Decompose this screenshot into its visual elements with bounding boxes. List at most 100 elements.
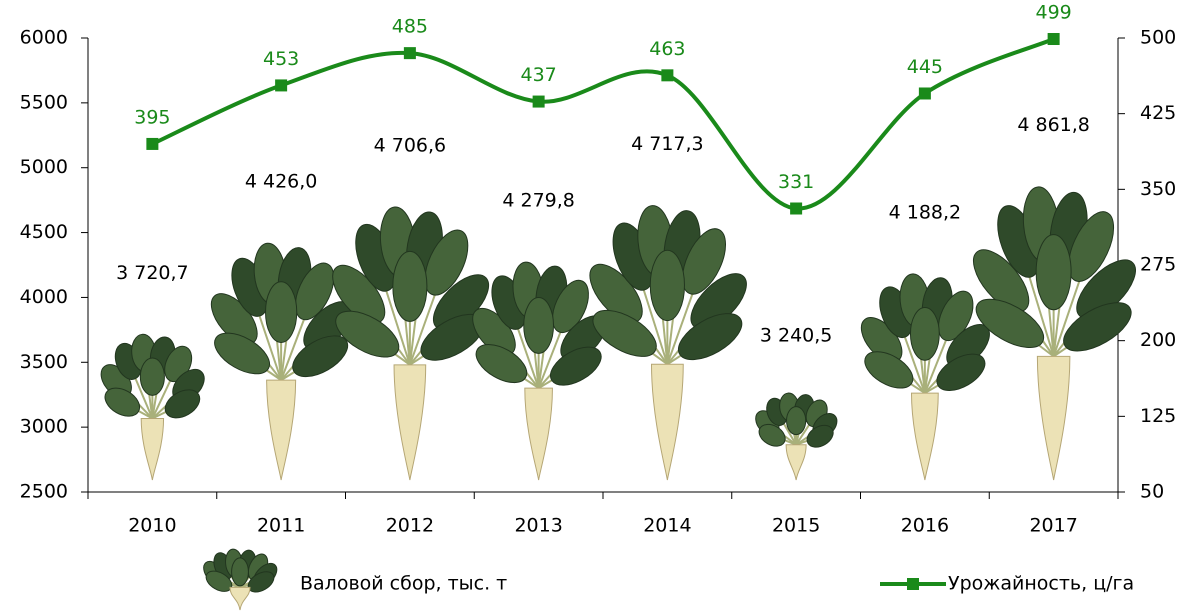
leaf <box>231 557 249 587</box>
line-marker <box>1047 33 1060 46</box>
y-tick-label: 3000 <box>20 416 68 438</box>
leaf <box>335 310 400 358</box>
value-label: 4 717,3 <box>631 133 704 155</box>
y-tick-label: 4000 <box>20 286 68 308</box>
leaf <box>475 344 528 384</box>
line-label: 453 <box>263 48 299 70</box>
y-tick-label: 5000 <box>20 156 68 178</box>
y2-tick-label: 50 <box>1140 481 1164 503</box>
leaf <box>758 423 786 447</box>
value-label: 4 426,0 <box>245 171 318 193</box>
value-label: 3 720,7 <box>116 262 189 284</box>
bar <box>973 186 1136 481</box>
x-tick-label: 2015 <box>772 515 820 537</box>
leaf <box>139 357 165 396</box>
root <box>910 392 939 481</box>
root <box>393 364 427 481</box>
leaf <box>550 346 602 386</box>
leaf <box>1035 234 1072 311</box>
line-label: 485 <box>392 16 428 38</box>
leaf <box>523 297 555 354</box>
legend-marker <box>907 578 919 590</box>
line-label: 463 <box>649 38 685 60</box>
bar <box>332 206 490 481</box>
y-tick-label: 6000 <box>20 27 68 49</box>
y2-tick-label: 125 <box>1140 405 1176 427</box>
root <box>785 444 807 481</box>
root <box>650 363 684 481</box>
bar <box>860 273 990 481</box>
leaf <box>864 351 914 389</box>
y2-tick-label: 275 <box>1140 254 1176 276</box>
leaf <box>1076 259 1136 320</box>
line-label: 395 <box>134 106 170 128</box>
value-label: 4 706,6 <box>374 134 447 156</box>
x-tick-label: 2013 <box>514 515 562 537</box>
root <box>229 586 251 611</box>
line-label: 331 <box>778 171 814 193</box>
root <box>266 379 297 481</box>
line <box>151 37 1055 211</box>
x-tick-label: 2017 <box>1029 515 1077 537</box>
leaf <box>592 309 657 357</box>
leaf <box>104 387 141 417</box>
x-tick-label: 2014 <box>643 515 691 537</box>
root <box>1036 355 1071 481</box>
line-marker <box>661 69 674 82</box>
leaf <box>214 332 270 375</box>
y-tick-label: 3500 <box>20 351 68 373</box>
legend-label: Валовой сбор, тыс. т <box>300 573 507 595</box>
bar <box>755 392 838 481</box>
leaf <box>682 228 727 295</box>
bar <box>100 333 205 481</box>
leaf <box>1063 302 1132 352</box>
x-tick-label: 2016 <box>901 515 949 537</box>
leaf <box>678 313 743 361</box>
leaf <box>649 249 685 322</box>
y-tick-label: 4500 <box>20 221 68 243</box>
leaf <box>806 424 834 448</box>
x-tick-label: 2012 <box>386 515 434 537</box>
leaf <box>164 389 201 419</box>
leaf <box>975 298 1045 349</box>
x-tick-label: 2010 <box>128 515 176 537</box>
line-marker <box>146 137 159 150</box>
leaf <box>424 229 469 296</box>
leaf <box>1068 211 1115 282</box>
y2-tick-label: 350 <box>1140 178 1176 200</box>
leaf <box>552 279 589 334</box>
line-marker <box>532 95 545 108</box>
leaf <box>294 262 335 321</box>
value-label: 3 240,5 <box>760 324 833 346</box>
legend-label: Урожайность, ц/га <box>948 573 1134 595</box>
y2-tick-label: 500 <box>1140 27 1176 49</box>
line-marker <box>790 202 803 215</box>
root <box>524 387 553 481</box>
line-label: 437 <box>520 64 556 86</box>
bar <box>589 205 747 481</box>
line-label: 445 <box>907 56 943 78</box>
root <box>140 418 165 481</box>
y2-tick-label: 425 <box>1140 102 1176 124</box>
leaf <box>265 281 298 343</box>
bar <box>472 261 607 481</box>
legend-icon <box>203 548 278 611</box>
line-label: 499 <box>1035 2 1071 24</box>
leaf <box>786 406 807 436</box>
value-label: 4 861,8 <box>1017 114 1090 136</box>
line-marker <box>275 79 288 92</box>
y2-tick-label: 200 <box>1140 329 1176 351</box>
y-tick-label: 2500 <box>20 481 68 503</box>
y-tick-label: 5500 <box>20 91 68 113</box>
leaf <box>292 335 349 378</box>
x-tick-label: 2011 <box>257 515 305 537</box>
value-label: 4 188,2 <box>889 202 962 224</box>
value-label: 4 279,8 <box>502 190 575 212</box>
line-marker <box>918 87 931 100</box>
leaf <box>938 290 974 342</box>
line-marker <box>403 47 416 60</box>
leaf <box>392 250 428 322</box>
leaf <box>909 306 940 361</box>
leaf <box>936 353 986 391</box>
